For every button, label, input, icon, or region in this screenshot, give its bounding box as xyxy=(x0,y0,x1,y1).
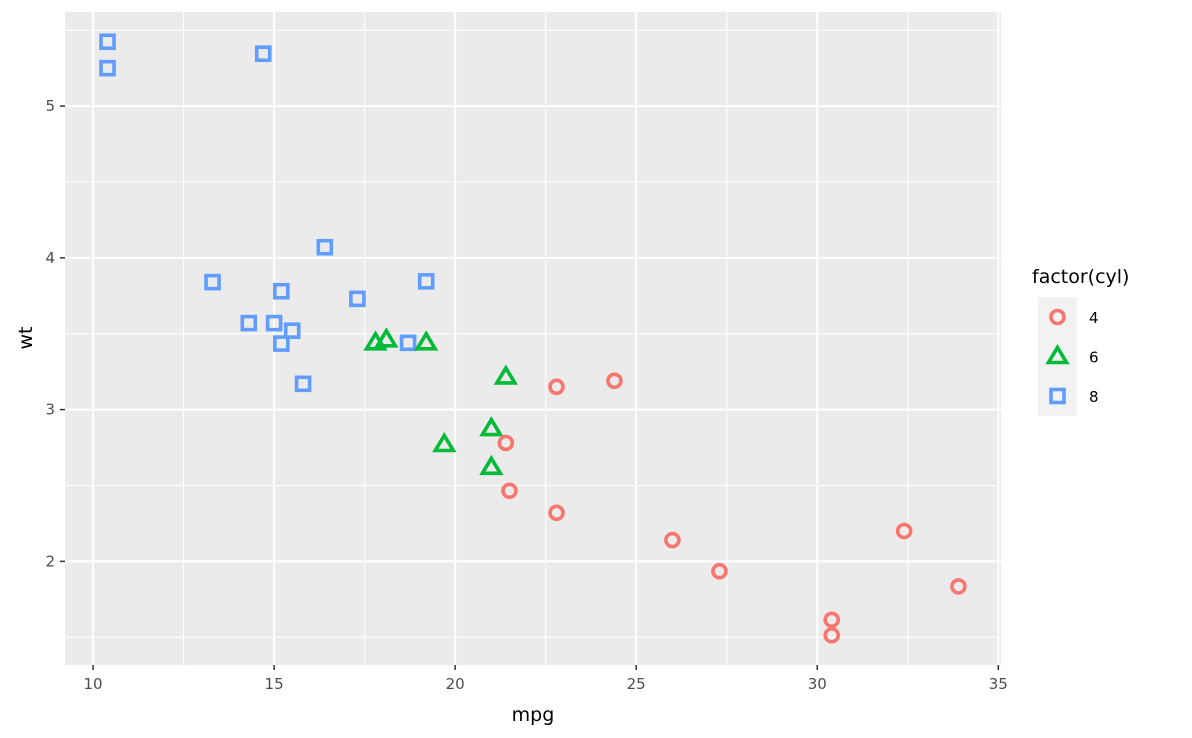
data-point-cyl-8 xyxy=(254,45,272,63)
legend-key-shape-8 xyxy=(1049,387,1066,405)
y-tick-label: 2 xyxy=(45,552,55,570)
data-point-cyl-4 xyxy=(606,372,623,390)
data-point-cyl-8 xyxy=(399,334,417,352)
legend-key xyxy=(1039,377,1076,415)
legend-key xyxy=(1039,298,1076,336)
x-tick-label: 30 xyxy=(808,675,827,693)
data-point-cyl-8 xyxy=(417,273,435,290)
data-point-cyl-8 xyxy=(204,273,221,291)
legend-label: 6 xyxy=(1089,349,1099,367)
data-point-cyl-8 xyxy=(273,282,290,300)
legend-key xyxy=(1039,337,1076,376)
x-axis-title: mpg xyxy=(512,704,555,726)
data-point-cyl-4 xyxy=(895,522,913,540)
legend-label: 8 xyxy=(1089,388,1099,406)
x-tick-label: 10 xyxy=(84,675,103,693)
data-point-cyl-6 xyxy=(374,327,399,348)
legend-key-shape-4 xyxy=(1049,308,1066,326)
data-point-cyl-8 xyxy=(283,322,301,339)
data-point-cyl-4 xyxy=(548,504,565,522)
legend-label: 4 xyxy=(1089,309,1099,327)
data-point-cyl-8 xyxy=(316,238,334,256)
data-point-cyl-8 xyxy=(273,335,290,352)
data-point-cyl-4 xyxy=(548,378,565,396)
x-tick-label: 20 xyxy=(446,675,465,693)
data-point-cyl-8 xyxy=(294,375,312,393)
data-point-cyl-8 xyxy=(349,290,366,308)
data-point-cyl-6 xyxy=(363,330,388,351)
y-tick-label: 3 xyxy=(45,401,55,419)
legend-title: factor(cyl) xyxy=(1032,266,1129,288)
axes: 10 15 20 25 30 35 2 3 4 5 xyxy=(45,97,1007,693)
data-point-cyl-6 xyxy=(479,454,504,476)
x-tick-label: 35 xyxy=(989,675,1008,693)
data-point-cyl-8 xyxy=(240,314,258,332)
data-point-cyl-6 xyxy=(414,330,439,351)
plot-panel xyxy=(65,12,1001,665)
data-point-cyl-4 xyxy=(664,531,681,549)
y-axis-title: wt xyxy=(15,327,37,350)
data-point-cyl-4 xyxy=(950,578,967,595)
data-point-cyl-6 xyxy=(479,416,504,437)
y-tick-label: 4 xyxy=(45,249,55,267)
data-point-cyl-4 xyxy=(497,434,515,452)
data-point-cyl-6 xyxy=(432,432,457,453)
data-point-cyl-4 xyxy=(823,611,841,629)
data-point-cyl-8 xyxy=(99,33,116,51)
x-tick-label: 15 xyxy=(265,675,284,693)
data-point-cyl-4 xyxy=(823,626,841,644)
data-point-cyl-8 xyxy=(265,314,283,332)
data-point-cyl-6 xyxy=(493,364,519,385)
data-points xyxy=(99,33,967,644)
gridlines xyxy=(65,12,1001,665)
legend-key-shape-6 xyxy=(1045,344,1070,365)
legend: factor(cyl) 4 6 8 xyxy=(1032,266,1129,416)
data-point-cyl-4 xyxy=(711,562,728,580)
x-tick-label: 25 xyxy=(627,675,646,693)
data-point-cyl-4 xyxy=(501,482,518,500)
y-tick-label: 5 xyxy=(45,97,55,115)
data-point-cyl-8 xyxy=(99,59,116,77)
